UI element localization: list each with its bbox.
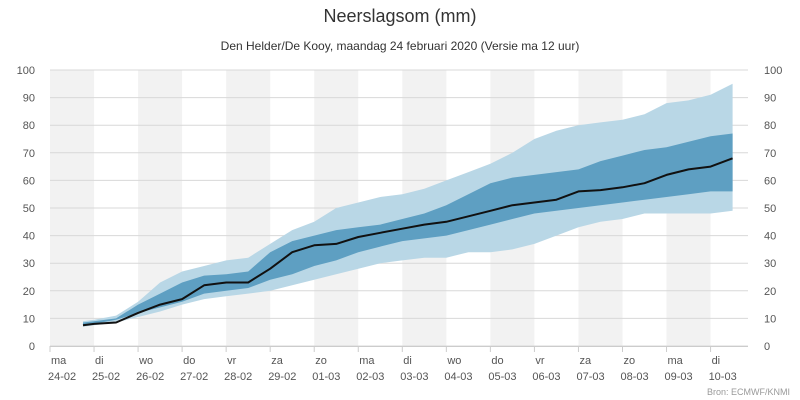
x-tick-day-label: di [712, 355, 721, 367]
x-tick-date-label: 07-03 [576, 371, 604, 383]
x-tick-day-label: ma [668, 355, 684, 367]
x-tick-day-label: do [183, 355, 195, 367]
x-tick-day-label: ma [51, 355, 67, 367]
y-tick-label-right: 0 [764, 341, 770, 353]
y-tick-label-right: 100 [764, 65, 782, 77]
x-tick-date-label: 28-02 [224, 371, 252, 383]
x-tick-day-label: ma [359, 355, 375, 367]
x-tick-date-label: 06-03 [532, 371, 560, 383]
x-tick-day-label: zo [623, 355, 635, 367]
axes: 0 0 10 10 20 20 30 30 40 40 50 50 60 60 70 70 80 80 90 90 10… [17, 65, 783, 383]
x-tick-day-label: vr [227, 355, 237, 367]
x-tick-day-label: zo [315, 355, 327, 367]
y-tick-label-left: 100 [17, 65, 35, 77]
median-line [82, 157, 733, 327]
chart-title: Neerslagsom (mm) [323, 6, 477, 26]
x-tick-date-label: 05-03 [488, 371, 516, 383]
x-tick-day-label: za [271, 355, 284, 367]
forecast-bands [83, 83, 733, 327]
median-line-group [82, 157, 733, 327]
x-tick-day-label: di [403, 355, 412, 367]
x-tick-date-label: 02-03 [356, 371, 384, 383]
chart-credit: Bron: ECMWF/KNMI [706, 387, 790, 397]
x-tick-date-label: 03-03 [400, 371, 428, 383]
y-tick-label-left: 60 [23, 175, 35, 187]
x-tick-date-label: 29-02 [268, 371, 296, 383]
inner-percentile-band [83, 133, 733, 326]
y-tick-label-left: 20 [23, 286, 35, 298]
x-tick-date-label: 01-03 [312, 371, 340, 383]
outer-percentile-band [83, 83, 733, 327]
y-tick-label-left: 40 [23, 231, 35, 243]
x-tick-date-label: 24-02 [48, 371, 76, 383]
x-tick-day-label: wo [138, 355, 153, 367]
y-tick-label-right: 20 [764, 286, 776, 298]
x-tick-day-label: vr [535, 355, 545, 367]
y-tick-label-right: 70 [764, 148, 776, 160]
x-tick-date-label: 10-03 [709, 371, 737, 383]
x-tick-day-label: di [95, 355, 104, 367]
y-tick-label-left: 70 [23, 148, 35, 160]
x-tick-date-label: 26-02 [136, 371, 164, 383]
y-tick-label-right: 80 [764, 120, 776, 132]
y-tick-label-right: 60 [764, 175, 776, 187]
y-tick-label-right: 50 [764, 203, 776, 215]
x-tick-date-label: 25-02 [92, 371, 120, 383]
x-tick-day-label: wo [446, 355, 461, 367]
y-tick-label-left: 0 [29, 341, 35, 353]
y-tick-label-right: 90 [764, 93, 776, 105]
x-tick-date-label: 09-03 [665, 371, 693, 383]
y-tick-label-left: 50 [23, 203, 35, 215]
y-tick-label-left: 80 [23, 120, 35, 132]
y-tick-label-left: 10 [23, 313, 35, 325]
x-tick-day-label: do [491, 355, 503, 367]
chart-subtitle: Den Helder/De Kooy, maandag 24 februari … [220, 39, 580, 53]
y-tick-label-right: 10 [764, 313, 776, 325]
x-tick-day-label: za [579, 355, 592, 367]
x-tick-date-label: 04-03 [444, 371, 472, 383]
x-tick-date-label: 27-02 [180, 371, 208, 383]
y-tick-label-left: 30 [23, 258, 35, 270]
x-tick-date-label: 08-03 [620, 371, 648, 383]
y-tick-label-right: 30 [764, 258, 776, 270]
y-tick-label-right: 40 [764, 231, 776, 243]
y-tick-label-left: 90 [23, 93, 35, 105]
